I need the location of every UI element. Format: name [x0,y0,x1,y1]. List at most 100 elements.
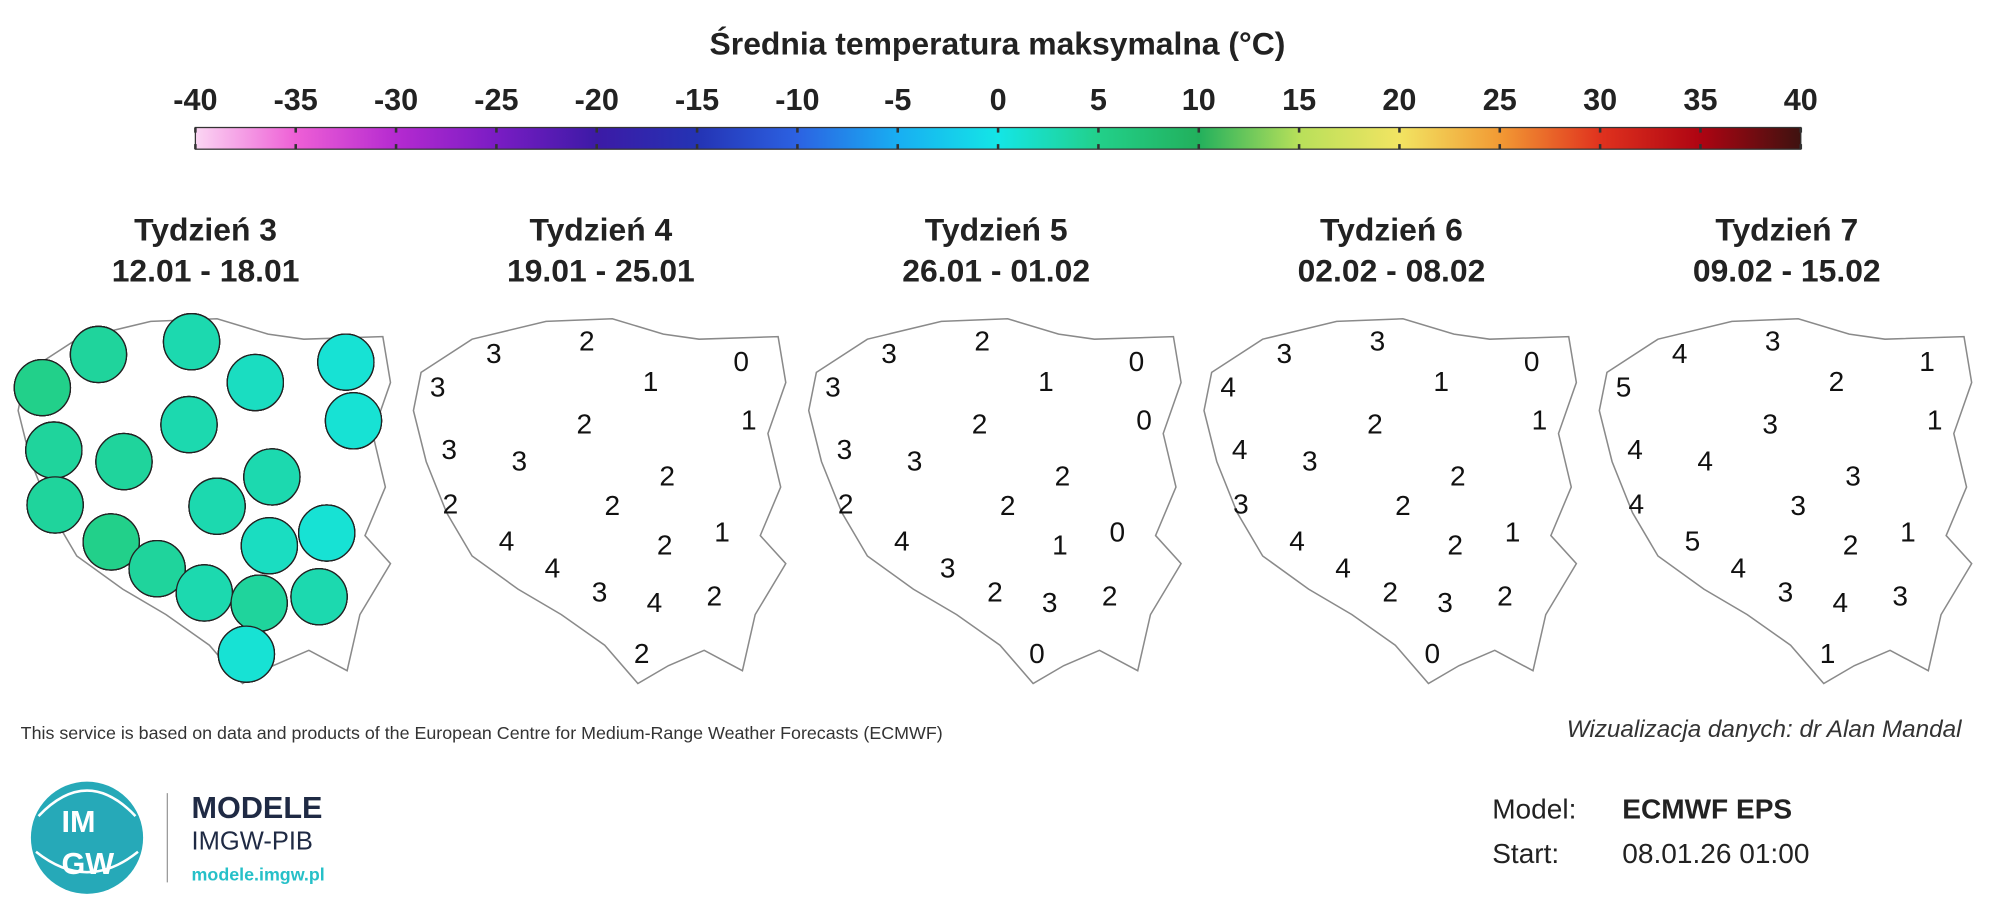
station-marker [162,313,221,371]
station-marker [317,333,375,391]
station-value: 5 [1685,526,1701,557]
station-marker [324,392,383,450]
station-marker [217,625,276,683]
panel-dates: 12.01 - 18.01 [112,252,300,288]
station-value: 3 [1233,489,1249,520]
start-label: Start: [1492,838,1559,869]
station-value: 3 [1765,325,1781,356]
station-value: 4 [545,552,561,583]
station-value: 3 [1437,587,1453,618]
station-value: 4 [1289,526,1305,557]
map-outline [1203,318,1578,685]
station-value: 1 [741,404,757,435]
station-value: 2 [1382,577,1398,608]
station-value: 4 [1697,445,1713,476]
station-value: 2 [972,408,988,439]
station-marker [226,353,285,412]
colorbar-tick-label: -35 [274,83,318,117]
panel-dates: 09.02 - 15.02 [1693,252,1881,288]
station-marker [243,448,301,506]
panel-title: Tydzień 6 [1320,211,1463,247]
station-value: 3 [441,434,457,465]
station-value: 0 [1129,346,1145,377]
station-value: 2 [579,325,595,356]
station-value: 3 [1790,490,1806,521]
station-value: 4 [647,587,663,618]
credit: Wizualizacja danych: dr Alan Mandal [1567,716,1962,743]
station-value: 4 [894,526,910,557]
station-value: 2 [659,461,675,492]
station-value: 2 [657,529,673,560]
station-value: 3 [592,577,608,608]
colorbar-tick-label: 25 [1483,83,1517,117]
station-value: 2 [634,638,650,669]
panel-title: Tydzień 5 [925,211,1068,247]
colorbar-tick-label: -30 [374,83,418,117]
station-value: 0 [1424,638,1440,669]
model-value: ECMWF EPS [1622,793,1792,824]
station-value: 2 [1497,580,1513,611]
station-marker [240,517,299,575]
station-marker [13,358,72,417]
station-marker [95,432,153,491]
station-value: 3 [825,371,841,402]
station-value: 3 [1370,325,1386,356]
station-value: 2 [576,408,592,439]
colorbar-tick-label: -5 [884,83,911,117]
panel-title: Tydzień 3 [134,211,277,247]
station-value: 0 [1136,404,1152,435]
station-value: 4 [1672,338,1688,369]
station-value: 2 [838,489,854,520]
station-value: 2 [605,490,621,521]
station-value: 3 [1892,580,1908,611]
station-marker [188,477,246,535]
station-value: 1 [1919,346,1935,377]
map-outline [807,318,1182,685]
station-value: 1 [1433,366,1449,397]
panel-dates: 26.01 - 01.02 [902,252,1090,288]
station-value: 3 [430,371,446,402]
station-marker [160,395,218,454]
station-marker [69,325,128,384]
station-value: 3 [511,445,527,476]
station-marker [298,504,356,562]
model-label: Model: [1492,793,1576,824]
logo-url: modele.imgw.pl [192,865,325,885]
station-value: 2 [1055,461,1071,492]
station-value: 1 [1820,638,1836,669]
logo-top: IM [61,805,95,839]
station-value: 3 [907,445,923,476]
station-value: 2 [1843,529,1859,560]
station-value: 3 [881,338,897,369]
colorbar-tick-label: 40 [1784,83,1818,117]
station-value: 3 [1845,461,1861,492]
station-value: 3 [837,434,853,465]
station-value: 1 [1052,529,1068,560]
station-marker [26,476,84,534]
station-value: 2 [1450,461,1466,492]
colorbar-tick-label: 10 [1182,83,1216,117]
map-outline [1598,318,1973,685]
logo-name: MODELE [192,791,323,825]
station-value: 3 [940,552,956,583]
station-marker [290,568,348,626]
station-value: 3 [1042,587,1058,618]
station-value: 2 [1000,490,1016,521]
panel-title: Tydzień 4 [529,211,672,247]
start-value: 08.01.26 01:00 [1622,838,1809,869]
colorbar-tick-label: 5 [1090,83,1107,117]
logo-bottom: GW [61,847,114,881]
station-value: 2 [1367,408,1383,439]
station-value: 1 [1532,404,1548,435]
station-value: 2 [443,489,459,520]
station-value: 0 [1524,346,1540,377]
colorbar-tick-label: 35 [1683,83,1717,117]
logo-org: IMGW-PIB [192,828,313,856]
station-marker [128,540,186,598]
station-value: 1 [643,366,659,397]
station-value: 0 [1110,517,1126,548]
station-marker [82,513,140,571]
colorbar-tick-label: -25 [474,83,518,117]
station-value: 1 [1505,517,1521,548]
